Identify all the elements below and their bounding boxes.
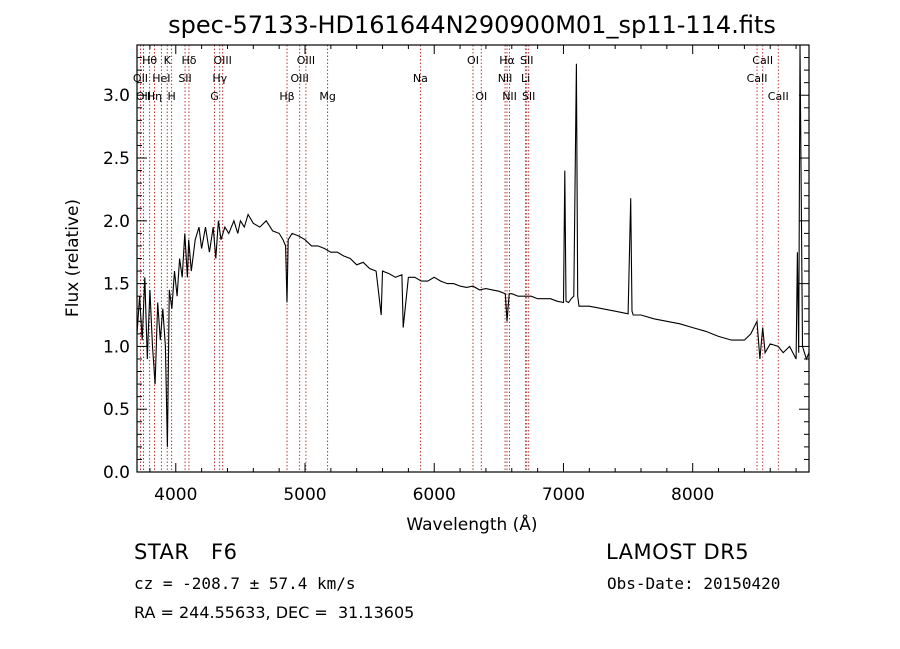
line-marker-label: Hδ — [181, 54, 196, 67]
line-marker-label: G — [210, 90, 219, 103]
line-marker-label: K — [164, 54, 172, 67]
line-marker-label: HeI — [152, 72, 170, 85]
y-tick-label: 2.0 — [103, 212, 130, 232]
line-marker-label: OIII — [213, 54, 231, 67]
line-marker-label: NII — [498, 72, 513, 85]
line-marker-label: Mg — [319, 90, 335, 103]
line-marker-label: CaII — [752, 54, 773, 67]
line-marker-label: Hη — [147, 90, 162, 103]
line-marker-label: Na — [413, 72, 428, 85]
line-marker-label: CaII — [768, 90, 789, 103]
y-axis-label: Flux (relative) — [63, 199, 83, 317]
line-marker-label: OI — [467, 54, 479, 67]
redshift-value: cz = -208.7 ± 57.4 km/s — [134, 574, 356, 593]
line-marker-label: Hθ — [142, 54, 157, 67]
line-marker-label: OIII — [297, 54, 315, 67]
x-tick-label: 4000 — [154, 485, 197, 505]
line-marker-label: SII — [178, 72, 191, 85]
line-marker-label: Hγ — [212, 72, 227, 85]
y-tick-label: 2.5 — [103, 149, 130, 169]
tick-labels: 4000 5000 6000 7000 8000 0.0 0.5 1.0 1.5 2.0 2.5 3.… — [103, 86, 714, 505]
spectrum-line — [136, 44, 810, 447]
line-marker-label: CaII — [747, 72, 768, 85]
line-marker-label: Li — [521, 72, 530, 85]
line-marker-label: SII — [522, 90, 535, 103]
x-tick-label: 8000 — [671, 485, 714, 505]
line-marker-label: OI — [475, 90, 487, 103]
line-marker-label: Hβ — [279, 90, 294, 103]
x-tick-label: 6000 — [413, 485, 456, 505]
x-axis-label: Wavelength (Å) — [406, 513, 537, 535]
axis-ticks — [137, 45, 809, 473]
line-marker-labels: OIIOIIHθHηHeIKHSIIHδGHγOIIIHβOIIIOIIIMgN… — [133, 54, 789, 103]
observation-date: Obs-Date: 20150420 — [607, 574, 781, 593]
line-marker-label: SII — [520, 54, 533, 67]
y-tick-label: 3.0 — [103, 86, 130, 106]
line-marker-label: H — [167, 90, 175, 103]
y-tick-label: 0.0 — [103, 463, 130, 483]
x-tick-label: 7000 — [542, 485, 585, 505]
y-tick-label: 1.0 — [103, 337, 130, 357]
x-tick-label: 5000 — [283, 485, 326, 505]
object-class: STAR — [134, 540, 190, 564]
line-marker-label: Hα — [499, 54, 515, 67]
line-markers — [140, 45, 779, 472]
survey-name: LAMOST DR5 — [606, 540, 750, 564]
object-subclass: F6 — [211, 540, 238, 564]
coordinates: RA = 244.55633, DEC = 31.13605 — [134, 603, 415, 622]
line-marker-label: NII — [502, 90, 517, 103]
y-tick-label: 1.5 — [103, 275, 130, 295]
chart-title: spec-57133-HD161644N290900M01_sp11-114.f… — [168, 11, 776, 39]
line-marker-label: OIII — [291, 72, 309, 85]
y-tick-label: 0.5 — [103, 400, 130, 420]
line-marker-label: OII — [136, 90, 151, 103]
